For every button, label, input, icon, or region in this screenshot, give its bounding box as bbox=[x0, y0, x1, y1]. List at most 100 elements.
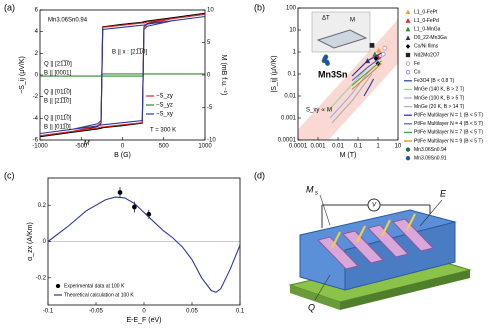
legend-label: −S_xy bbox=[156, 112, 173, 118]
legend-label: L1_0-MnGa bbox=[414, 27, 441, 33]
legend-label: −S_zy bbox=[156, 94, 173, 100]
device-diagram: M s V E Q (d) bbox=[254, 170, 472, 312]
legend-label: D0_22-Mn3Ga bbox=[414, 35, 447, 41]
field-label: E bbox=[440, 188, 447, 198]
y-tick-label: -4 bbox=[33, 116, 39, 122]
series-line bbox=[329, 69, 371, 119]
y-tick-label: 2 bbox=[35, 51, 39, 57]
substrate-front bbox=[340, 270, 470, 310]
annotation: S_xy ∝ M bbox=[306, 108, 332, 114]
legend-label: L1_0-FePt bbox=[414, 9, 438, 15]
series-line bbox=[351, 56, 382, 82]
y-tick-label: 100 bbox=[286, 6, 297, 12]
x-tick-label: 1 bbox=[376, 144, 380, 150]
x-tick-label: -0.1 bbox=[43, 309, 54, 315]
y-tick-label: 10 bbox=[289, 28, 296, 34]
x-tick-label: -0.05 bbox=[89, 309, 103, 315]
y-tick-label: 1 bbox=[293, 50, 297, 56]
x-axis-label: B (G) bbox=[114, 152, 131, 159]
annotation: Q || [011̅0] bbox=[44, 89, 72, 96]
y-axis-label: −S_ij (μV/K) bbox=[19, 56, 26, 94]
legend-label: MnGe (140 K, B > 2 T) bbox=[414, 87, 465, 93]
annotation: Mn3Sn bbox=[318, 69, 348, 79]
legend-label: Mn3.09Sn0.91 bbox=[414, 156, 447, 162]
y-tick-label: 0 bbox=[35, 73, 39, 79]
legend-marker bbox=[405, 26, 411, 32]
x-tick-label: 10 bbox=[395, 144, 402, 150]
magnetization-subscript: s bbox=[315, 191, 318, 197]
annotation: B || [0001] bbox=[44, 71, 71, 77]
x-axis-label: E-E_F (eV) bbox=[126, 317, 161, 324]
y2-tick-label: -5 bbox=[207, 105, 213, 111]
legend-label: MnGe (20 K, B > 14 T) bbox=[414, 104, 465, 110]
legend-marker bbox=[405, 147, 411, 152]
x-tick-label: 0.1 bbox=[236, 309, 245, 315]
annotation: B || [21̅1̅0] bbox=[44, 98, 71, 105]
y2-axis-label: M (mB f.u.⁻¹) bbox=[220, 55, 227, 96]
e-arrow bbox=[406, 213, 416, 231]
panel-label: (b) bbox=[254, 2, 265, 12]
y-tick-label: 0 bbox=[43, 239, 47, 245]
legend-label: Mn3.06Sn0.94 bbox=[414, 147, 447, 153]
legend-label: L1_0-FePd bbox=[414, 18, 439, 24]
series-line bbox=[47, 196, 241, 293]
e-arrow bbox=[331, 231, 341, 249]
legend-label: Pt/Fe Multilayer N = 9 (B < 5 T) bbox=[414, 138, 483, 144]
legend-marker bbox=[405, 9, 411, 15]
legend-label: −S_yz bbox=[156, 103, 173, 109]
series-line bbox=[331, 73, 373, 124]
legend-label: Nd2Mo2O7 bbox=[414, 52, 440, 58]
legend-label: Experimental data at 100 K bbox=[64, 283, 125, 289]
x-tick-label: 0.01 bbox=[332, 144, 344, 150]
legend-label: MnGe (100 K, B > 5 T) bbox=[414, 95, 465, 101]
annotation: Mn3.06Sn0.94 bbox=[48, 18, 88, 24]
legend-marker bbox=[405, 61, 411, 66]
legend-label: Pt/Fe Multilayer N = 4 (B < 5 T) bbox=[414, 121, 483, 127]
legend-marker bbox=[405, 44, 411, 49]
annotation: M bbox=[350, 18, 355, 24]
legend-marker bbox=[405, 35, 411, 40]
series-line bbox=[351, 63, 382, 90]
y2-tick-label: 0 bbox=[207, 73, 211, 79]
x-tick-label: 0.0001 bbox=[289, 144, 308, 150]
panel-label: (d) bbox=[254, 170, 265, 180]
legend-marker bbox=[405, 52, 411, 58]
legend-marker bbox=[55, 283, 61, 289]
legend-label: Fe3O4 (B < 0.8 T) bbox=[414, 78, 455, 84]
band-group bbox=[298, 19, 398, 140]
inset-slab bbox=[316, 29, 368, 49]
y-tick-label: 4 bbox=[35, 29, 39, 35]
series-line bbox=[351, 52, 382, 77]
marker bbox=[382, 45, 388, 51]
y2-tick-label: 5 bbox=[207, 40, 211, 46]
legend-label: Fe bbox=[414, 61, 420, 67]
legend-label: Theoretical calculation at 100 K bbox=[64, 292, 134, 298]
x-tick-label: 1000 bbox=[198, 144, 212, 150]
x-tick-label: 500 bbox=[159, 144, 170, 150]
strip bbox=[317, 236, 359, 270]
y2-tick-label: 10 bbox=[207, 8, 214, 14]
series-label: M bbox=[84, 140, 90, 147]
x-tick-label: 0 bbox=[121, 144, 125, 150]
annotation: B || [011̅0] bbox=[44, 124, 71, 131]
x-tick-label: -1000 bbox=[32, 144, 48, 150]
series-line bbox=[351, 60, 382, 86]
pointer bbox=[319, 194, 331, 226]
y-tick-label: 0.0001 bbox=[278, 138, 297, 144]
y-tick-label: 0.001 bbox=[281, 116, 297, 122]
marker bbox=[322, 56, 328, 61]
annotation: Q || [21̅1̅0] bbox=[44, 61, 72, 68]
panel-label: (a) bbox=[4, 2, 15, 12]
y-tick-label: -2 bbox=[33, 94, 39, 100]
marker bbox=[132, 204, 137, 210]
e-arrow bbox=[356, 225, 366, 243]
annotation: ΔT bbox=[322, 16, 330, 22]
y-tick-label: -6 bbox=[33, 138, 39, 144]
magnetization-label: M bbox=[306, 184, 314, 194]
y-tick-label: -0.2 bbox=[36, 275, 47, 281]
series-line bbox=[363, 78, 375, 97]
heat-label: Q bbox=[308, 302, 315, 312]
x-tick-label: 0.05 bbox=[186, 309, 198, 315]
marker bbox=[380, 51, 386, 57]
legend-label: Co bbox=[414, 70, 421, 76]
